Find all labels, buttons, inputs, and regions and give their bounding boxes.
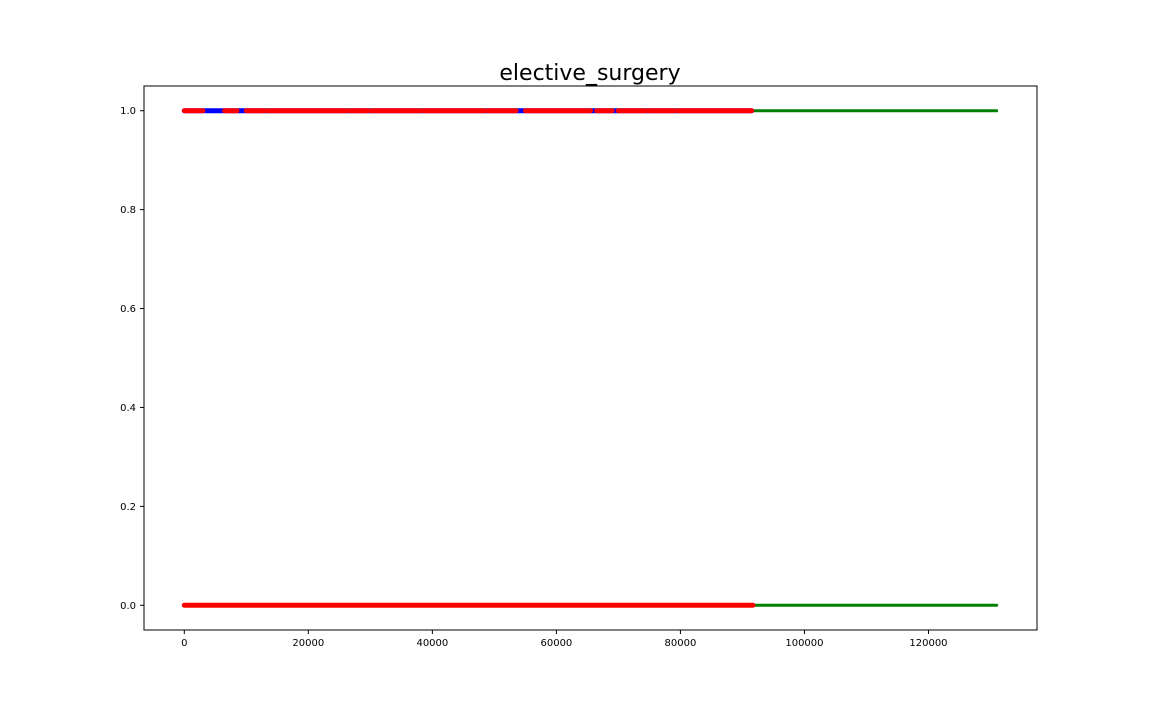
y-tick-label-0: 0.0 [120,601,136,612]
x-tick-label-5: 100000 [785,638,823,649]
x-tick-label-6: 120000 [909,638,947,649]
y-tick-label-2: 0.4 [120,403,136,414]
x-tick-label-3: 60000 [540,638,572,649]
chart-title: elective_surgery [499,61,680,86]
series-layer [181,108,999,608]
y-tick-label-1: 0.2 [120,502,136,513]
y-tick-label-4: 0.8 [120,205,136,216]
x-tick-label-2: 40000 [416,638,448,649]
y-tick-label-5: 1.0 [120,106,136,117]
x-tick-label-4: 80000 [665,638,697,649]
series-0 [182,109,999,607]
x-tick-label-0: 0 [181,638,187,649]
series-2 [181,108,756,608]
axis-layer: 0 20000 40000 60000 80000 100000 120000 0.0 0.2 0… [120,106,947,649]
y-tick-label-3: 0.6 [120,304,136,315]
x-tick-label-1: 20000 [292,638,324,649]
plot-frame [143,85,1038,631]
